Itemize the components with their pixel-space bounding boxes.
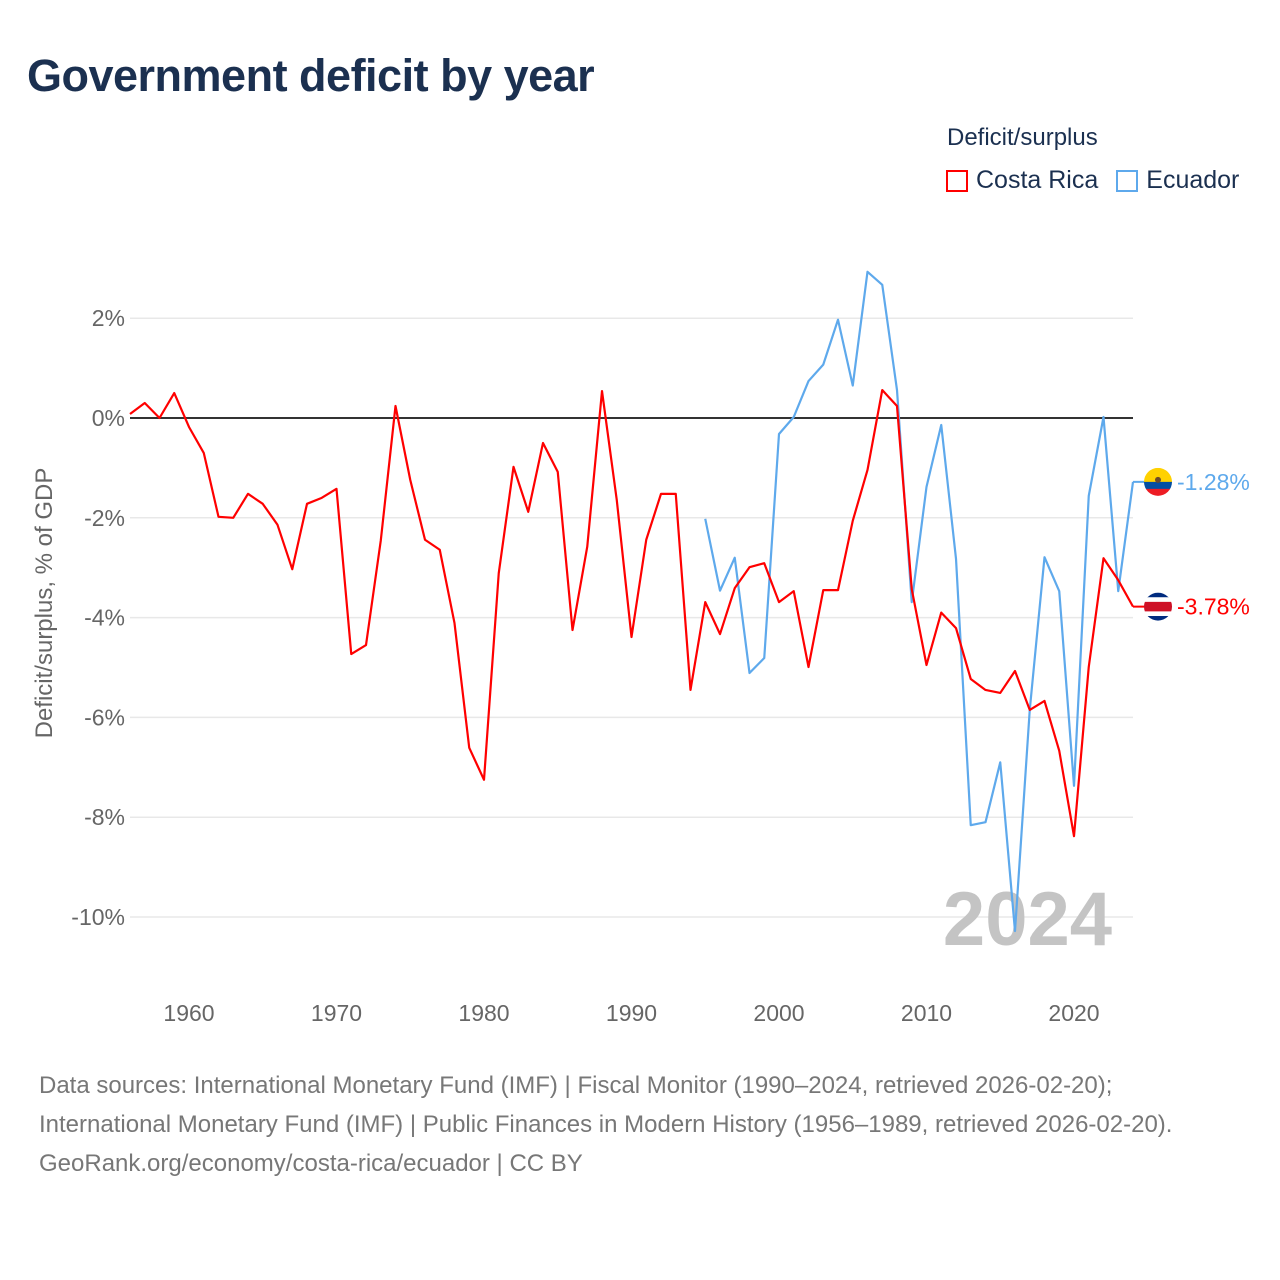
x-tick-label: 1970	[311, 1000, 362, 1026]
y-tick-label: 2%	[92, 305, 125, 331]
x-tick-label: 1990	[606, 1000, 657, 1026]
ecuador-flag-icon	[1144, 467, 1172, 496]
x-tick-label: 2000	[753, 1000, 804, 1026]
legend-swatch-costa-rica	[946, 169, 968, 192]
costa-rica-flag-icon	[1144, 592, 1172, 621]
x-tick-label: 2010	[901, 1000, 952, 1026]
legend-item-costa-rica[interactable]: Costa Rica	[946, 166, 1098, 195]
series-line-costa-rica	[129, 388, 1134, 838]
end-value-label: -3.78%	[1177, 594, 1250, 620]
y-tick-label: -4%	[84, 605, 125, 631]
legend: Costa Rica Ecuador	[946, 166, 1239, 195]
legend-title: Deficit/surplus	[947, 124, 1098, 151]
credit-link[interactable]: GeoRank.org/economy/costa-rica/ecuador |…	[39, 1150, 583, 1177]
data-sources: Data sources: International Monetary Fun…	[39, 1072, 1173, 1138]
y-axis-label: Deficit/surplus, % of GDP	[31, 468, 58, 739]
y-tick-label: -2%	[84, 505, 125, 531]
y-tick-label: 0%	[92, 405, 125, 431]
x-tick-label: 1960	[163, 1000, 214, 1026]
y-tick-label: -10%	[71, 904, 125, 930]
legend-label: Costa Rica	[976, 166, 1099, 194]
x-tick-label: 2020	[1048, 1000, 1099, 1026]
year-watermark: 2024	[943, 877, 1112, 962]
series-line-ecuador	[704, 270, 1135, 933]
x-tick-label: 1980	[458, 1000, 509, 1026]
legend-item-ecuador[interactable]: Ecuador	[1116, 166, 1239, 195]
line-chart: 2% 0% -2% -4% -6% -8% -10% 1960 1970 1980 1990 2000…	[31, 270, 1250, 1026]
y-tick-label: -8%	[84, 804, 125, 830]
legend-swatch-ecuador	[1116, 169, 1139, 192]
footer: Data sources: International Monetary Fun…	[39, 1066, 1239, 1183]
page-title: Government deficit by year	[27, 50, 595, 101]
end-value-label: -1.28%	[1177, 469, 1250, 495]
legend-label: Ecuador	[1146, 166, 1240, 194]
y-tick-label: -6%	[84, 704, 125, 730]
